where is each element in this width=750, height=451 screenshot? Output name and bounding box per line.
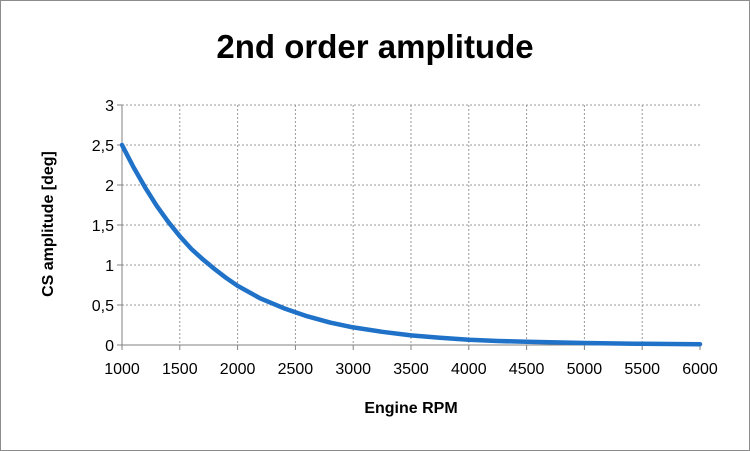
x-tick-label: 5000	[567, 361, 603, 378]
y-tick-label: 3	[105, 98, 114, 115]
x-tick-label: 3500	[393, 361, 429, 378]
y-axis-label: CS amplitude [deg]	[40, 151, 57, 297]
x-tick-label: 2000	[220, 361, 256, 378]
x-tick-label: 1500	[162, 361, 198, 378]
chart-title: 2nd order amplitude	[216, 28, 533, 65]
x-tick-label: 6000	[682, 361, 718, 378]
y-tick-label: 1	[105, 258, 114, 275]
series-group	[119, 142, 703, 347]
x-tick-label: 1000	[104, 361, 140, 378]
x-tick-label: 4000	[451, 361, 487, 378]
x-tick-label: 4500	[509, 361, 545, 378]
y-tick-label: 1,5	[92, 218, 114, 235]
y-tick-label: 2	[105, 178, 114, 195]
grid	[117, 104, 701, 350]
y-tick-labels: 0 0,5 1 1,5 2 2,5 3	[92, 98, 114, 355]
y-tick-label: 2,5	[92, 138, 114, 155]
x-tick-label: 2500	[278, 361, 314, 378]
y-tick-label: 0,5	[92, 298, 114, 315]
x-axis-label: Engine RPM	[364, 400, 457, 417]
x-tick-label: 3000	[335, 361, 371, 378]
y-tick-label: 0	[105, 338, 114, 355]
x-tick-label: 5500	[624, 361, 660, 378]
x-tick-labels: 1000 1500 2000 2500 3000 3500 4000 4500 5000 5500…	[104, 361, 718, 378]
series-line	[119, 142, 703, 347]
